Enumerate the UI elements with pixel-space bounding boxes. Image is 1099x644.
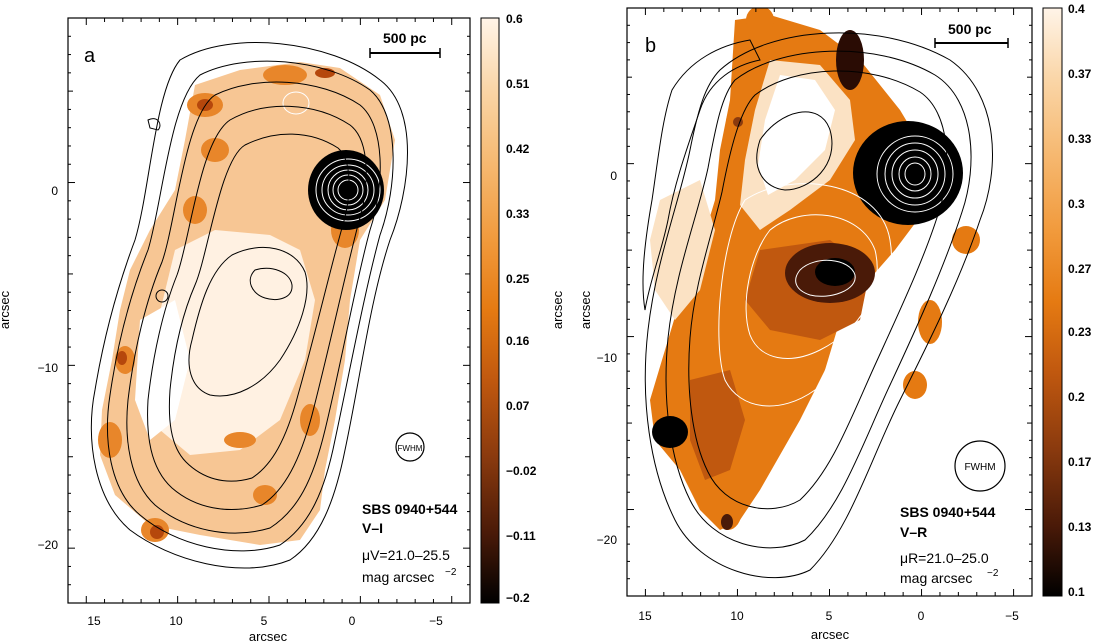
knot (150, 525, 164, 539)
object-name: SBS 0940+544 (362, 501, 458, 517)
colorbar-tick-label: −0.2 (506, 591, 530, 605)
surface-brightness-range: μR=21.0–25.0 (900, 550, 989, 566)
dark-knot (815, 258, 855, 286)
galaxy-light-region (135, 300, 190, 440)
colorbar-tick-label: 0.42 (506, 142, 530, 156)
galaxy-light-region (150, 230, 315, 455)
ticks-b (626, 7, 1033, 597)
knot (746, 8, 774, 34)
contours (90, 42, 408, 569)
x-tick-label: 5 (261, 614, 268, 628)
x-axis-label: arcsec (249, 629, 288, 644)
knot (315, 68, 335, 78)
contours (642, 32, 993, 579)
colorbar-tick-label: 0.27 (1068, 262, 1092, 276)
x-tick-label: 5 (826, 609, 833, 623)
knot (183, 196, 207, 224)
galaxy-mid-region (690, 370, 745, 480)
colorbar-tick-label: 0.23 (1068, 325, 1092, 339)
unit-exponent: −2 (445, 567, 457, 578)
colorbar-tick-label: 0.6 (506, 12, 523, 26)
ticks-a (67, 17, 471, 604)
x-tick-label: 0 (349, 614, 356, 628)
y-tick-label: −10 (597, 351, 618, 365)
colorbar-tick-label: 0.07 (506, 399, 530, 413)
scale-bar-label: 500 pc (383, 30, 427, 46)
colorbar-gradient (480, 17, 500, 604)
panel-label: a (84, 45, 96, 67)
x-tick-label: −5 (429, 614, 443, 628)
y-axis-label: arcsec (0, 290, 12, 329)
galaxy-light-region (650, 180, 715, 320)
surface-brightness-range: μV=21.0–25.5 (362, 547, 450, 563)
colorbar-tick-label: 0.17 (1068, 455, 1092, 469)
y-tick-label: −10 (38, 361, 59, 375)
beam-label: FWHM (398, 444, 423, 453)
beam-circle (395, 432, 425, 462)
colorbar-tick-label: 0.37 (1068, 67, 1092, 81)
y-tick-label: −20 (597, 533, 618, 547)
colorbar-b: 0.4 0.37 0.33 0.3 0.27 0.23 0.2 0.17 0.1… (1042, 2, 1092, 599)
galaxy-light-region (758, 75, 835, 195)
colorbar-a: 0.6 0.51 0.42 0.33 0.25 0.16 0.07 −0.02 … (480, 12, 565, 605)
unit-label: mag arcsec (900, 570, 972, 586)
knot (263, 65, 307, 85)
panel-label: b (645, 35, 656, 57)
x-tick-label: 0 (918, 609, 925, 623)
y-tick-label: −20 (38, 538, 59, 552)
beam-label: FWHM (964, 462, 995, 473)
dark-knot (836, 30, 864, 90)
panel-b: 15 10 5 0 −5 arcsec 0 −10 −20 arcsec b 5… (578, 7, 1033, 642)
colorbar-tick-label: 0.25 (506, 272, 530, 286)
x-tick-label: 10 (169, 614, 183, 628)
x-tick-label: −5 (1005, 609, 1019, 623)
unit-exponent: −2 (987, 568, 999, 579)
colorbar-tick-label: 0.2 (1068, 390, 1085, 404)
colorbar-tick-label: 0.51 (506, 77, 530, 91)
colorbar-tick-label: 0.33 (506, 207, 530, 221)
knot (201, 138, 229, 162)
colorbar-tick-label: −0.02 (506, 464, 537, 478)
knot (98, 422, 122, 458)
unit-label: mag arcsec (362, 569, 434, 585)
nucleus (308, 150, 384, 230)
knot (224, 432, 256, 448)
colorbar-gradient (1042, 7, 1063, 597)
knot (903, 371, 927, 399)
object-name: SBS 0940+544 (900, 504, 996, 520)
x-tick-label: 15 (87, 614, 101, 628)
colorbar-tick-label: 0.3 (1068, 197, 1085, 211)
scale-bar-label: 500 pc (948, 21, 992, 37)
knot (918, 300, 942, 344)
beam-circle (954, 440, 1006, 492)
panel-a: 15 10 5 0 −5 arcsec 0 −10 −20 arcsec a 5… (0, 17, 471, 644)
knot (714, 490, 742, 530)
y-tick-label: 0 (610, 169, 617, 183)
x-axis-label: arcsec (811, 627, 850, 642)
nucleus (853, 121, 963, 225)
knot (253, 485, 277, 505)
colorbar-tick-label: −0.11 (506, 529, 536, 543)
dark-knot (721, 514, 733, 530)
colorbar-axis-label: arcsec (550, 290, 565, 329)
colorbar-tick-label: 0.4 (1068, 2, 1085, 16)
y-axis-label: arcsec (578, 290, 593, 329)
knot (952, 226, 980, 254)
colorbar-tick-label: 0.33 (1068, 132, 1092, 146)
color-index: V–I (362, 520, 383, 536)
color-index: V–R (900, 524, 927, 540)
y-tick-label: 0 (51, 184, 58, 198)
knot (300, 404, 320, 436)
contours-inner (718, 135, 954, 407)
colorbar-tick-label: 0.1 (1068, 585, 1085, 599)
colorbar-tick-label: 0.13 (1068, 520, 1092, 534)
galaxy-light-region (800, 290, 905, 470)
x-tick-label: 10 (730, 609, 744, 623)
x-tick-label: 15 (638, 609, 652, 623)
knot (117, 351, 127, 365)
colorbar-tick-label: 0.16 (506, 334, 530, 348)
